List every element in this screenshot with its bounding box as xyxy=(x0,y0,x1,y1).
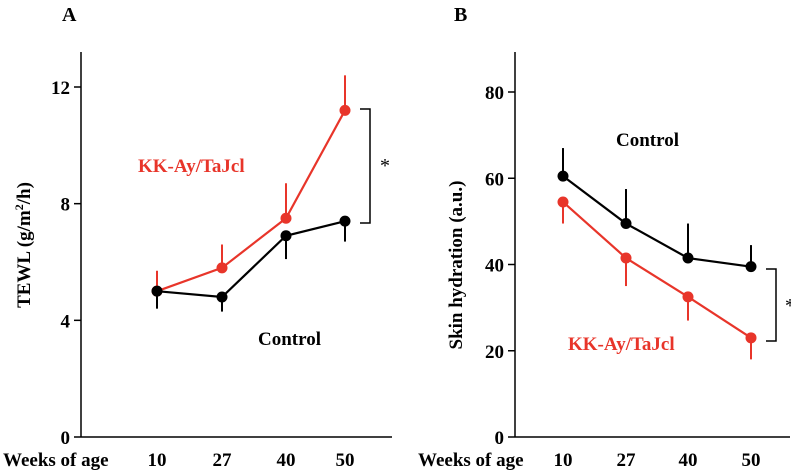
y-tick-label: 0 xyxy=(495,428,505,449)
y-axis-label: TEWL (g/m2/h) xyxy=(12,182,35,308)
data-point xyxy=(151,285,163,297)
series-kk-ay-tajcl xyxy=(557,196,757,360)
data-point xyxy=(620,218,632,230)
x-tick-label: 27 xyxy=(213,450,233,471)
chart-panel-b: B 0 20 40 60 80 Skin hydration (a.u.) Weeks of … xyxy=(418,4,791,471)
data-point xyxy=(339,215,351,227)
significance-bracket xyxy=(360,108,371,224)
y-tick-label: 0 xyxy=(61,428,71,449)
x-tick-label: 50 xyxy=(742,450,761,471)
x-tick-label: 40 xyxy=(679,450,698,471)
data-point xyxy=(557,196,569,208)
y-tick-label: 60 xyxy=(485,169,504,190)
series-line xyxy=(156,220,346,299)
data-point xyxy=(339,104,351,116)
legend-label: KK-Ay/TaJcl xyxy=(568,334,675,355)
x-tick-label: 10 xyxy=(554,450,573,471)
significance-label: * xyxy=(785,295,791,317)
series-line xyxy=(156,109,346,293)
x-tick-label: 10 xyxy=(148,450,167,471)
legend-label: Control xyxy=(616,130,679,151)
x-tick-label: 27 xyxy=(617,450,637,471)
panel-label: A xyxy=(62,4,77,26)
y-axis-label-sup: 2 xyxy=(12,204,26,210)
data-point xyxy=(280,212,292,224)
y-axis-label-tail: /h) xyxy=(14,182,35,205)
panel-label: B xyxy=(454,4,467,26)
series-control xyxy=(151,215,351,312)
x-tick-label: 40 xyxy=(277,450,296,471)
data-point xyxy=(682,252,694,264)
x-axis-label: Weeks of age xyxy=(3,450,109,471)
x-axis-label: Weeks of age xyxy=(418,450,524,471)
data-point xyxy=(557,170,569,182)
significance-label: * xyxy=(380,155,390,177)
data-point xyxy=(745,261,757,273)
y-tick-label: 12 xyxy=(51,78,70,99)
series-line xyxy=(562,201,752,339)
y-tick-label: 80 xyxy=(485,83,504,104)
data-point xyxy=(280,230,292,242)
y-tick-label: 40 xyxy=(485,256,504,277)
legend-label: KK-Ay/TaJcl xyxy=(138,156,245,177)
y-axis-label: Skin hydration (a.u.) xyxy=(446,181,467,350)
y-axis-label-main: TEWL (g/m xyxy=(14,210,35,308)
data-point xyxy=(216,291,228,303)
chart-panel-a: A 0 4 8 12 TEWL (g/m2/h) Weeks of age 10 27 40 50 K… xyxy=(3,4,392,471)
series-control xyxy=(557,148,757,273)
data-point xyxy=(620,252,632,264)
y-axis-label-main: Skin hydration (a.u.) xyxy=(446,181,467,350)
y-tick-label: 20 xyxy=(485,342,504,363)
y-tick-label: 8 xyxy=(61,195,71,216)
data-point xyxy=(745,332,757,344)
series-line xyxy=(562,175,752,268)
series-kk-ay-tajcl xyxy=(151,75,351,297)
legend-label: Control xyxy=(258,329,321,350)
data-point xyxy=(216,262,228,274)
y-tick-label: 4 xyxy=(61,311,71,332)
significance-bracket xyxy=(766,268,777,342)
data-point xyxy=(682,291,694,303)
x-tick-label: 50 xyxy=(336,450,355,471)
